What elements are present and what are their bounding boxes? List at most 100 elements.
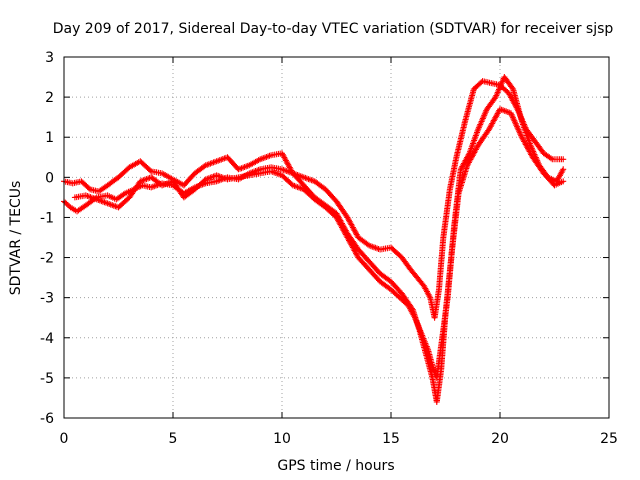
- interpolated-markers: [398, 295, 411, 308]
- interpolated-markers: [415, 275, 426, 288]
- interpolated-markers: [280, 173, 295, 188]
- y-tick-label: -6: [40, 411, 54, 427]
- interpolated-markers: [486, 107, 503, 131]
- interpolated-markers: [412, 316, 424, 336]
- chart-title: Day 209 of 2017, Sidereal Day-to-day VTE…: [53, 21, 614, 37]
- x-axis-ticks: 0 5 10 15 20 25: [60, 57, 618, 447]
- y-tick-label: -2: [40, 251, 54, 267]
- y-tick-label: 3: [45, 50, 54, 66]
- interpolated-markers: [475, 107, 490, 131]
- y-tick-label: 0: [45, 170, 54, 186]
- interpolated-markers: [345, 215, 361, 240]
- interpolated-markers: [378, 271, 393, 284]
- interpolated-markers: [484, 95, 498, 111]
- interpolated-markers: [193, 177, 208, 192]
- interpolated-markers: [493, 75, 507, 99]
- interpolated-markers: [408, 267, 420, 280]
- interpolated-markers: [476, 127, 492, 147]
- interpolated-markers: [434, 344, 444, 380]
- interpolated-markers: [204, 158, 218, 168]
- interpolated-markers: [356, 255, 372, 272]
- interpolated-markers: [323, 187, 339, 204]
- interpolated-markers: [106, 175, 121, 188]
- x-axis-label: GPS time / hours: [277, 458, 394, 474]
- interpolated-markers: [279, 151, 296, 175]
- y-tick-label: 2: [45, 90, 54, 106]
- interpolated-markers: [458, 151, 472, 171]
- interpolated-markers: [537, 163, 550, 179]
- interpolated-markers: [79, 179, 92, 192]
- interpolated-markers: [419, 332, 431, 352]
- interpolated-markers: [438, 296, 451, 348]
- interpolated-markers: [554, 167, 566, 183]
- y-tick-label: -4: [40, 331, 54, 347]
- interpolated-markers: [127, 179, 143, 200]
- interpolated-markers: [553, 179, 565, 188]
- interpolated-markers: [546, 175, 558, 184]
- interpolated-markers: [465, 143, 481, 167]
- interpolated-markers: [532, 139, 546, 155]
- interpolated-markers: [170, 179, 186, 200]
- interpolated-markers: [225, 155, 241, 172]
- x-tick-label: 10: [273, 431, 291, 447]
- interpolated-markers: [215, 154, 229, 164]
- interpolated-markers: [498, 106, 513, 116]
- plot-frame: [63, 56, 610, 419]
- x-tick-label: 20: [491, 431, 509, 447]
- interpolated-markers: [389, 287, 402, 300]
- y-tick-label: 1: [45, 130, 54, 146]
- interpolated-markers: [95, 197, 109, 206]
- interpolated-markers: [542, 151, 554, 162]
- interpolated-markers: [431, 288, 442, 320]
- x-tick-label: 5: [169, 431, 178, 447]
- interpolated-markers: [62, 199, 73, 210]
- interpolated-markers: [451, 167, 464, 227]
- data-point: [560, 178, 567, 185]
- interpolated-markers: [334, 199, 350, 220]
- interpolated-markers: [247, 157, 262, 168]
- y-tick-label: -1: [40, 210, 54, 226]
- interpolated-markers: [508, 111, 525, 139]
- interpolated-markers: [75, 203, 88, 214]
- interpolated-markers: [193, 163, 208, 176]
- interpolated-markers: [378, 279, 393, 292]
- interpolated-markers: [472, 79, 485, 91]
- interpolated-markers: [160, 171, 175, 182]
- interpolated-markers: [182, 187, 197, 200]
- interpolated-markers: [237, 162, 251, 172]
- interpolated-markers: [313, 197, 328, 210]
- interpolated-markers: [467, 127, 481, 155]
- interpolated-markers: [434, 368, 444, 404]
- interpolated-markers: [204, 172, 218, 182]
- interpolated-markers: [367, 267, 382, 284]
- interpolated-markers: [345, 235, 361, 260]
- series-track-c: [71, 74, 567, 381]
- interpolated-markers: [510, 87, 525, 123]
- interpolated-markers: [444, 224, 458, 300]
- interpolated-markers: [97, 183, 110, 194]
- x-tick-label: 0: [60, 431, 69, 447]
- interpolated-markers: [389, 245, 404, 260]
- interpolated-markers: [399, 255, 413, 272]
- interpolated-markers: [440, 188, 453, 239]
- grid: [64, 57, 609, 418]
- interpolated-markers: [356, 235, 371, 248]
- interpolated-markers: [367, 259, 382, 276]
- y-tick-label: -3: [40, 291, 54, 307]
- interpolated-markers: [447, 155, 460, 191]
- y-axis-ticks: -6 -5 -4 -3 -2 -1 0 1 2 3: [40, 50, 609, 427]
- interpolated-markers: [302, 187, 317, 202]
- y-tick-label: -5: [40, 371, 54, 387]
- interpolated-markers: [519, 135, 535, 159]
- interpolated-markers: [114, 191, 127, 202]
- interpolated-markers: [356, 247, 372, 264]
- interpolated-markers: [423, 352, 435, 380]
- interpolated-markers: [226, 174, 240, 182]
- y-axis-label: SDTVAR / TECUs: [8, 181, 24, 296]
- data-point: [560, 166, 567, 173]
- interpolated-markers: [519, 119, 533, 147]
- interpolated-markers: [323, 205, 339, 220]
- interpolated-markers: [406, 304, 418, 320]
- interpolated-markers: [438, 312, 449, 372]
